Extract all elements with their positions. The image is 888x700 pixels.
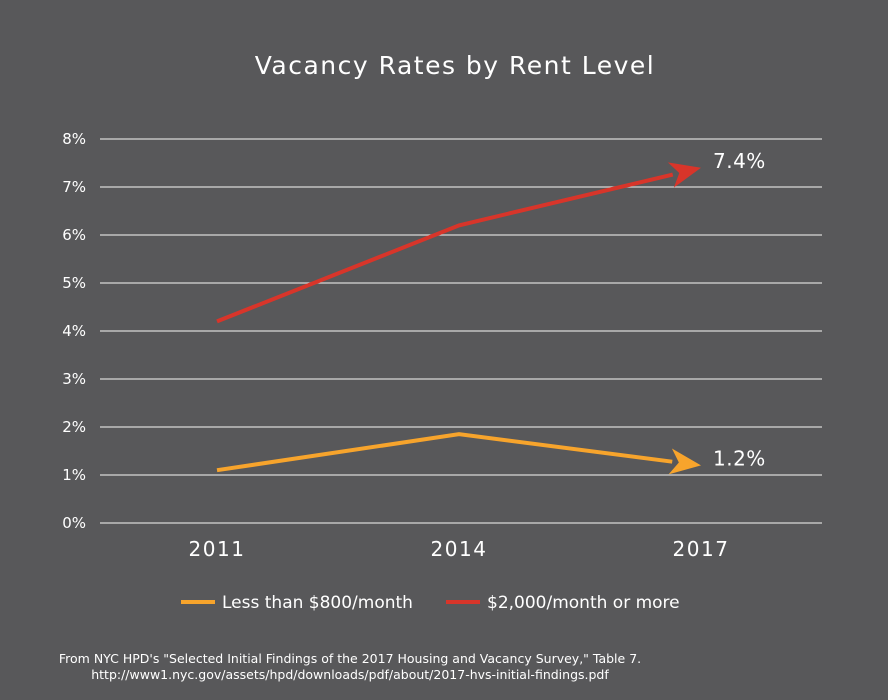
legend: Less than $800/month $2,000/month or more — [181, 593, 680, 613]
legend-label: Less than $800/month — [222, 593, 413, 613]
x-tick-label: 2014 — [431, 537, 488, 561]
y-tick-label: 3% — [62, 370, 86, 388]
y-tick-label: 1% — [62, 466, 86, 484]
y-tick-label: 0% — [62, 514, 86, 532]
y-tick-label: 2% — [62, 418, 86, 436]
x-tick-label: 2011 — [189, 537, 246, 561]
series-line — [216, 172, 674, 324]
y-tick-label: 6% — [62, 226, 86, 244]
legend-label: $2,000/month or more — [487, 593, 680, 613]
y-tick-label: 4% — [62, 322, 86, 340]
grid — [100, 138, 822, 524]
source-url: http://www1.nyc.gov/assets/hpd/downloads… — [91, 667, 609, 682]
y-tick-label: 8% — [62, 130, 86, 148]
series-end-label: 7.4% — [713, 149, 766, 173]
series-end-label: 1.2% — [713, 446, 766, 470]
series-arrowhead — [667, 162, 701, 188]
source-citation: From NYC HPD's "Selected Initial Finding… — [58, 651, 642, 666]
x-axis-ticks: 2011 2014 2017 — [189, 537, 730, 561]
series-arrowhead — [668, 448, 701, 475]
y-tick-label: 5% — [62, 274, 86, 292]
x-tick-label: 2017 — [673, 537, 730, 561]
chart-title: Vacancy Rates by Rent Level — [255, 51, 656, 80]
y-axis-ticks: 0% 1% 2% 3% 4% 5% 6% 7% 8% — [62, 130, 86, 532]
series-line — [216, 432, 673, 473]
y-tick-label: 7% — [62, 178, 86, 196]
series-lines: 1.2% 7.4% — [216, 149, 766, 475]
